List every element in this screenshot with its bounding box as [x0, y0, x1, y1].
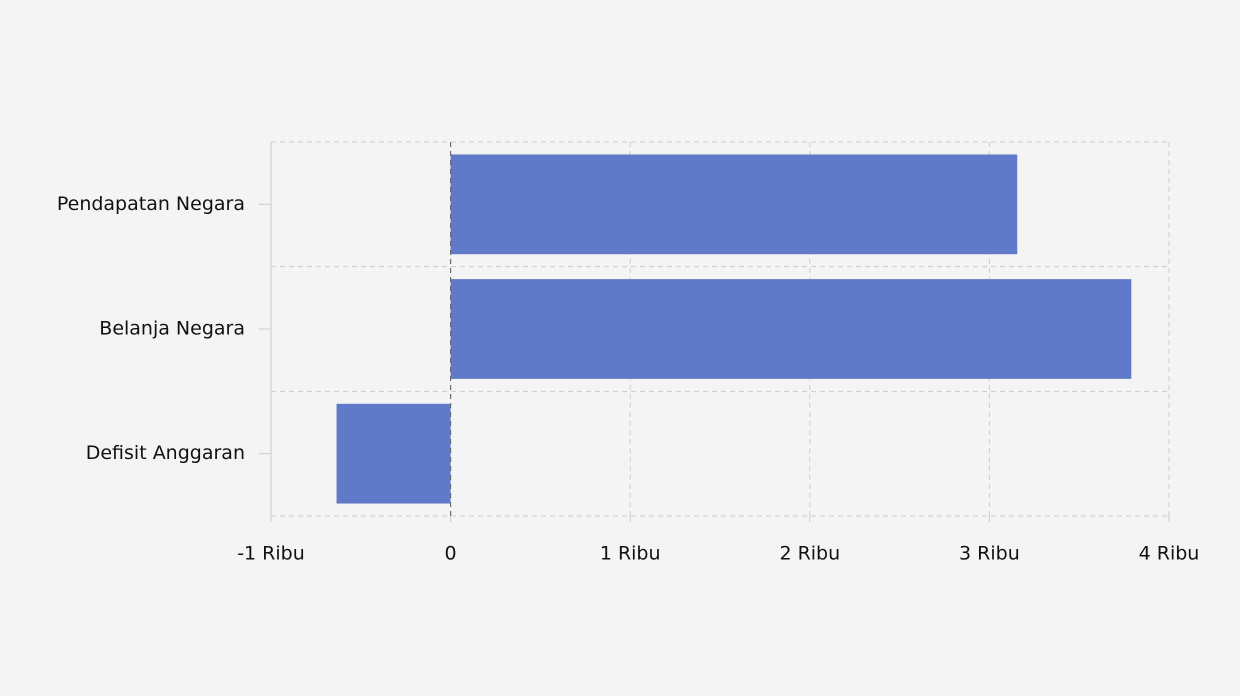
bar — [450, 154, 1018, 255]
x-tick-label: 1 Ribu — [600, 543, 661, 565]
bar — [450, 279, 1132, 379]
bar — [336, 403, 451, 504]
y-tick-label: Defisit Anggaran — [86, 442, 245, 464]
x-tick-label: 3 Ribu — [959, 543, 1020, 565]
x-tick-label: 4 Ribu — [1139, 543, 1200, 565]
y-tick-label: Pendapatan Negara — [57, 193, 245, 215]
x-tick-label: -1 Ribu — [237, 543, 305, 565]
y-tick-label: Belanja Negara — [99, 318, 245, 340]
x-tick-label: 2 Ribu — [779, 543, 840, 565]
x-tick-label: 0 — [445, 543, 457, 565]
